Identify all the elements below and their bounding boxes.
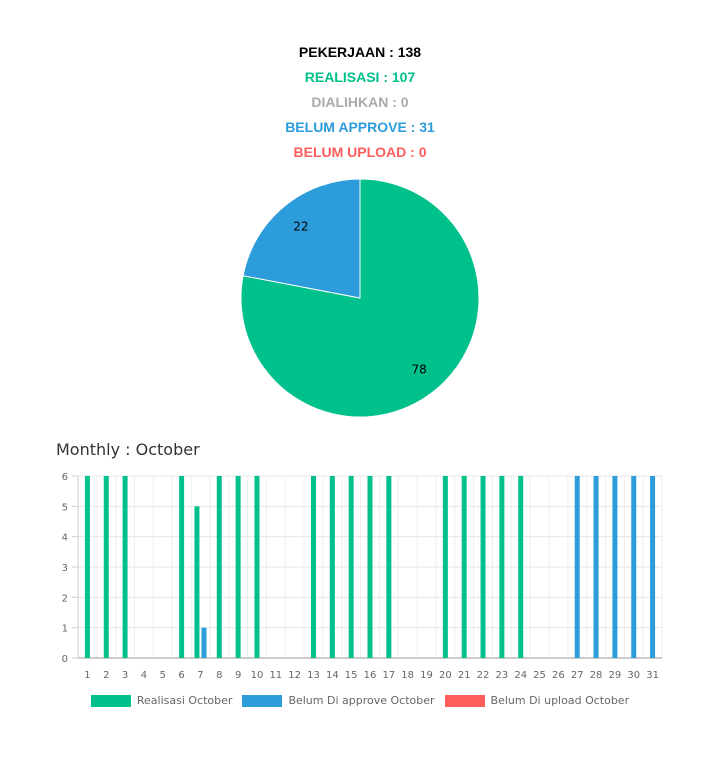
x-tick-label: 12	[288, 670, 301, 681]
pie-chart: 78 22	[240, 178, 480, 418]
legend-item-realisasi[interactable]: Realisasi October	[90, 694, 233, 707]
x-tick-label: 2	[103, 670, 109, 681]
x-tick-label: 4	[141, 670, 147, 681]
x-tick-label: 19	[420, 670, 433, 681]
x-tick-label: 27	[571, 670, 584, 681]
bar-belum-di-approve-october-28	[593, 476, 599, 658]
bar-realisasi-october-1	[84, 476, 90, 658]
bar-realisasi-october-3	[122, 476, 128, 658]
pie-slice-label: 22	[293, 219, 308, 233]
monthly-title: Monthly : October	[56, 440, 200, 459]
belum-upload-total: BELUM UPLOAD : 0	[293, 144, 427, 160]
x-tick-label: 7	[197, 670, 203, 681]
bar-realisasi-october-17	[386, 476, 392, 658]
pie-slice-label: 78	[412, 363, 427, 377]
bar-realisasi-october-9	[235, 476, 241, 658]
x-tick-label: 16	[364, 670, 377, 681]
legend-swatch-belum-approve	[242, 694, 283, 707]
x-tick-label: 10	[251, 670, 264, 681]
bar-realisasi-october-2	[103, 476, 109, 658]
x-tick-label: 29	[609, 670, 622, 681]
x-tick-label: 18	[401, 670, 414, 681]
x-tick-label: 28	[590, 670, 603, 681]
x-tick-label: 22	[477, 670, 490, 681]
y-tick-label: 4	[62, 533, 68, 544]
bar-realisasi-october-20	[442, 476, 448, 658]
bar-realisasi-october-8	[216, 476, 222, 658]
bar-belum-di-approve-october-31	[650, 476, 656, 658]
x-tick-label: 20	[439, 670, 452, 681]
x-tick-label: 8	[216, 670, 222, 681]
x-tick-label: 11	[269, 670, 282, 681]
bar-realisasi-october-23	[499, 476, 505, 658]
bar-belum-di-approve-october-30	[631, 476, 637, 658]
bar-belum-di-approve-october-29	[612, 476, 618, 658]
y-tick-label: 6	[62, 472, 68, 483]
realisasi-total: REALISASI : 107	[304, 69, 416, 85]
x-tick-label: 31	[646, 670, 659, 681]
y-tick-label: 5	[62, 502, 68, 513]
bar-belum-di-approve-october-27	[574, 476, 580, 658]
bar-realisasi-october-13	[310, 476, 316, 658]
legend-swatch-realisasi	[90, 694, 131, 707]
x-tick-label: 5	[160, 670, 166, 681]
x-tick-label: 26	[552, 670, 565, 681]
x-tick-label: 13	[307, 670, 320, 681]
bar-realisasi-october-7	[194, 506, 200, 658]
belum-approve-total: BELUM APPROVE : 31	[285, 119, 435, 135]
bar-realisasi-october-21	[461, 476, 467, 658]
bar-realisasi-october-6	[179, 476, 185, 658]
x-tick-label: 21	[458, 670, 471, 681]
legend-label-realisasi: Realisasi October	[136, 694, 233, 707]
bar-belum-di-approve-october-7	[201, 627, 207, 658]
legend-swatch-belum-upload	[444, 694, 485, 707]
x-tick-label: 17	[382, 670, 395, 681]
x-tick-label: 23	[496, 670, 509, 681]
x-tick-label: 3	[122, 670, 128, 681]
pekerjaan-total: PEKERJAAN : 138	[298, 44, 422, 60]
y-tick-label: 3	[62, 563, 68, 574]
x-tick-label: 1	[84, 670, 90, 681]
bar-realisasi-october-15	[348, 476, 354, 658]
legend-item-belum-approve[interactable]: Belum Di approve October	[242, 694, 435, 707]
bar-realisasi-october-22	[480, 476, 486, 658]
legend-label-belum-approve: Belum Di approve October	[288, 694, 435, 707]
chart-legend: Realisasi October Belum Di approve Octob…	[0, 694, 720, 707]
dialihkan-total: DIALIHKAN : 0	[311, 94, 409, 110]
y-tick-label: 2	[62, 593, 68, 604]
bar-realisasi-october-16	[367, 476, 373, 658]
x-tick-label: 24	[514, 670, 527, 681]
y-tick-label: 0	[62, 654, 68, 665]
x-tick-label: 9	[235, 670, 241, 681]
x-tick-label: 25	[533, 670, 546, 681]
bar-realisasi-october-24	[518, 476, 524, 658]
pie-slice-belum-approve	[242, 178, 361, 299]
legend-label-belum-upload: Belum Di upload October	[490, 694, 630, 707]
x-tick-label: 6	[178, 670, 184, 681]
x-tick-label: 14	[326, 670, 339, 681]
legend-item-belum-upload[interactable]: Belum Di upload October	[444, 694, 630, 707]
bar-realisasi-october-14	[329, 476, 335, 658]
bar-realisasi-october-10	[254, 476, 260, 658]
summary-block: PEKERJAAN : 138 REALISASI : 107 DIALIHKA…	[0, 40, 720, 165]
x-tick-label: 15	[345, 670, 358, 681]
y-tick-label: 1	[62, 624, 68, 635]
x-tick-label: 30	[627, 670, 640, 681]
